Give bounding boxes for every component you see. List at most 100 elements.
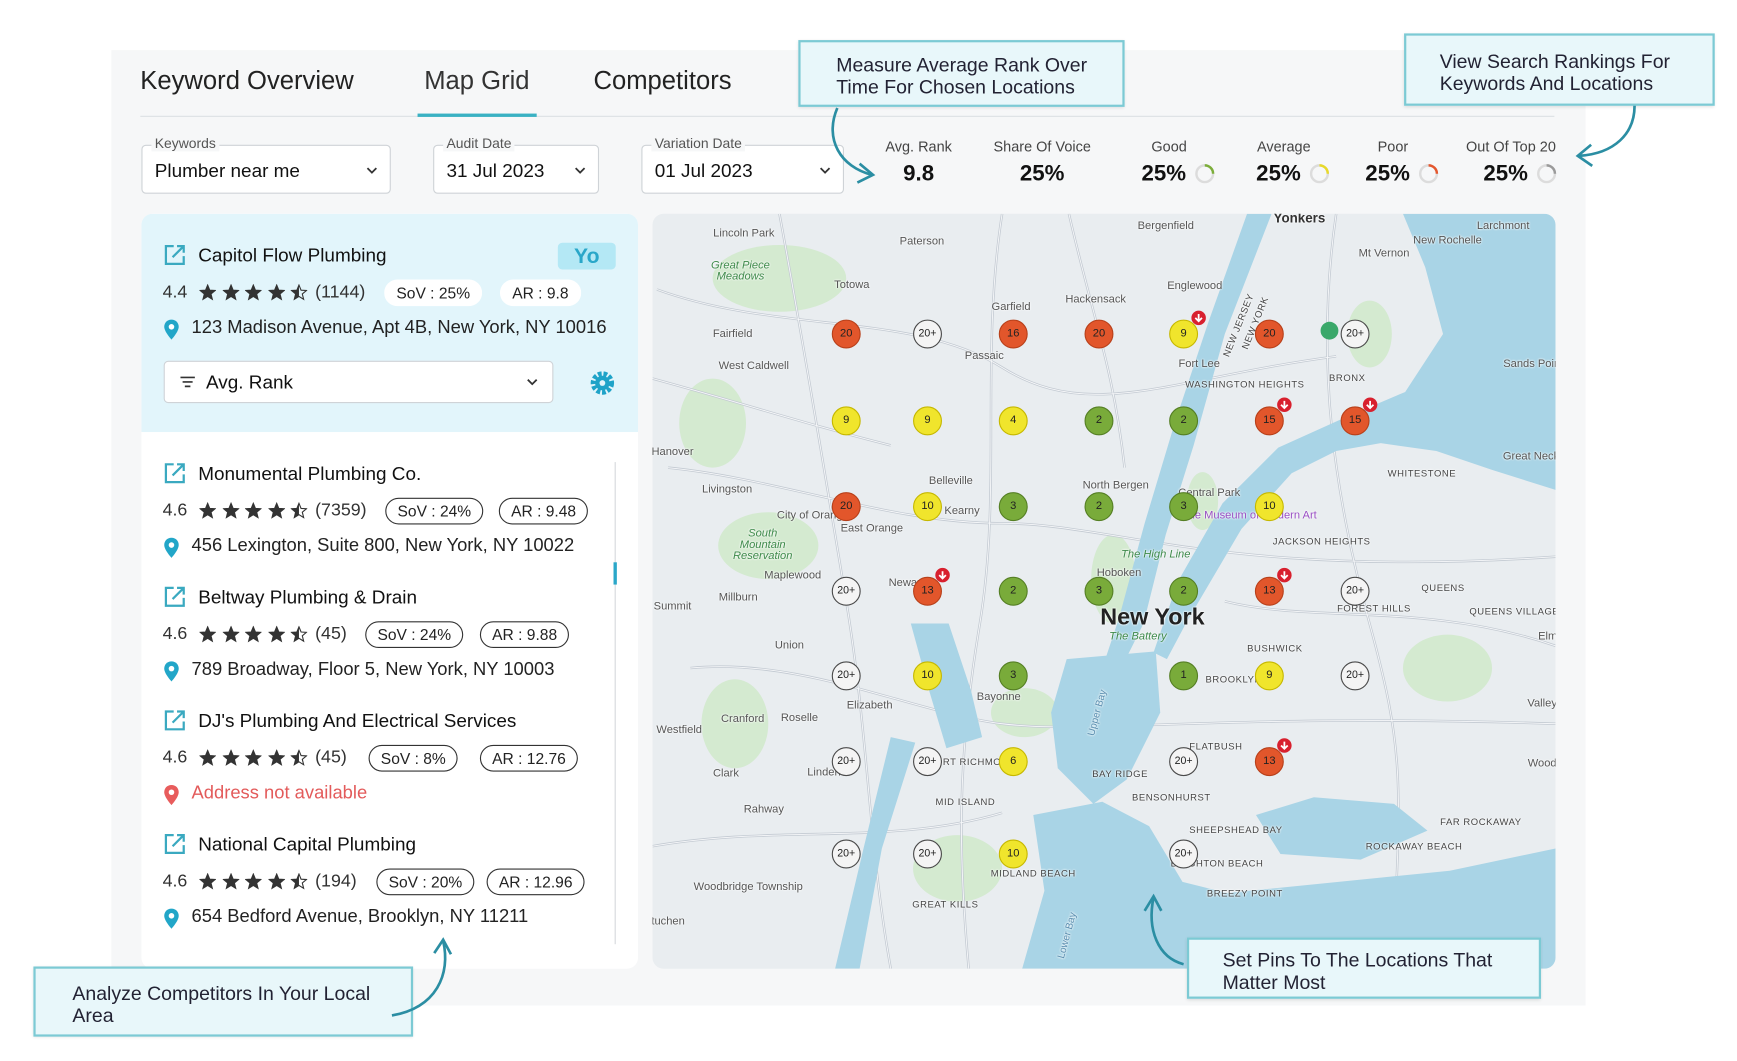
address: 456 Lexington, Suite 800, New York, NY 1…	[191, 535, 575, 556]
ar-pill: AR : 12.96	[486, 868, 585, 896]
external-link-icon	[164, 463, 185, 484]
map-pin[interactable]: 13	[1254, 738, 1292, 777]
star-fill	[223, 750, 238, 765]
map-label: Larchmont	[1476, 219, 1530, 233]
map-pin[interactable]: 20+	[1340, 319, 1370, 349]
map-pin[interactable]: 10	[1254, 492, 1284, 522]
rating: 4.6	[162, 624, 188, 644]
map-pin[interactable]: 13	[913, 567, 950, 606]
star-outline	[199, 749, 217, 766]
star-fill	[245, 503, 261, 518]
map-pin[interactable]: 10	[913, 492, 942, 522]
map-label: FOREST HILLS	[1337, 602, 1411, 614]
map-label: QUEENS	[1421, 582, 1465, 594]
star	[290, 283, 308, 301]
address: 789 Broadway, Floor 5, New York, NY 1000…	[191, 659, 555, 680]
filter-select[interactable]: Variation Date 01 Jul 2023	[641, 135, 845, 194]
map-pin[interactable]: 20	[831, 319, 861, 349]
map-pin[interactable]: 9	[913, 406, 942, 436]
map-pin[interactable]: 2	[1084, 492, 1114, 522]
rank-drop-badge	[1277, 567, 1292, 583]
map-pin[interactable]: 20+	[913, 839, 942, 869]
map-pin[interactable]: 2	[1169, 406, 1199, 436]
map-pin[interactable]: 9	[1169, 310, 1206, 349]
map-pin[interactable]: 2	[998, 576, 1028, 606]
competitor-name: DJ's Plumbing And Electrical Services	[198, 710, 517, 732]
star	[222, 502, 239, 519]
ar-pill: AR : 12.76	[479, 744, 579, 772]
icon	[164, 833, 185, 855]
map-pin[interactable]: 3	[1084, 576, 1114, 606]
map-pin[interactable]: 2	[1084, 406, 1114, 436]
map-pin[interactable]: 15	[1254, 397, 1292, 436]
settings-icon[interactable]	[589, 370, 616, 397]
tab[interactable]: Map Grid	[424, 65, 530, 95]
map-pin[interactable]: 20+	[831, 839, 861, 869]
icon	[164, 244, 185, 266]
down-arrow	[938, 571, 947, 580]
star-outline	[267, 872, 285, 890]
map-pin[interactable]: 20+	[913, 747, 942, 777]
stat-label: Out Of Top 20	[1466, 138, 1556, 155]
location-icon	[164, 908, 179, 929]
map-pin[interactable]: 10	[913, 661, 942, 691]
map-pin[interactable]: 9	[1254, 661, 1284, 691]
star-outline	[267, 625, 285, 643]
ar-pill: AR : 9.8	[499, 279, 581, 307]
star-fill	[223, 874, 238, 889]
map-pin[interactable]: 20+	[1340, 576, 1370, 606]
map-pin[interactable]: 3	[998, 661, 1028, 691]
chevron	[527, 379, 538, 386]
map-label: PORT RICHMOND	[928, 756, 1016, 768]
map-pin[interactable]: 1	[1169, 661, 1199, 691]
map-pin[interactable]: 20+	[831, 576, 861, 606]
map-pin[interactable]: 3	[998, 492, 1028, 522]
star-fill	[223, 503, 238, 518]
map-pin[interactable]: 20+	[1340, 661, 1370, 691]
map-label: BAY RIDGE	[1092, 768, 1148, 780]
map-label: Elm	[1538, 630, 1556, 644]
map-pin[interactable]: 4	[998, 406, 1028, 436]
scroll-thumb[interactable]	[613, 562, 617, 585]
map-pin[interactable]: 15	[1340, 397, 1378, 436]
map-pin[interactable]: 9	[831, 406, 861, 436]
map-pin[interactable]: 20+	[1169, 747, 1199, 777]
progress-ring	[1537, 164, 1557, 184]
tab[interactable]: Keyword Overview	[140, 65, 354, 95]
arrow	[1366, 400, 1375, 410]
filter-select[interactable]: Keywords Plumber near me	[141, 135, 391, 194]
star	[267, 502, 285, 519]
map-pin[interactable]: 20	[1084, 319, 1114, 349]
star-fill	[245, 285, 261, 300]
icon	[164, 537, 179, 558]
tab[interactable]: Competitors	[593, 65, 732, 95]
map-pin[interactable]: 20+	[831, 747, 861, 777]
icon	[164, 586, 185, 607]
map-pin[interactable]: 16	[998, 319, 1028, 349]
map-label: Fairfield	[712, 327, 753, 341]
progress-ring	[1418, 164, 1439, 184]
map-label: Hanover	[652, 445, 694, 459]
map-pin[interactable]: 13	[1254, 567, 1292, 606]
map-pin[interactable]: 20+	[831, 661, 861, 691]
sov-pill: SoV : 24%	[385, 497, 484, 525]
map-pin[interactable]: 6	[998, 747, 1028, 777]
map-pin[interactable]: 2	[1169, 576, 1199, 606]
metric-select[interactable]: Avg. Rank	[163, 360, 554, 404]
star-outline	[244, 749, 262, 766]
map-pin[interactable]: 3	[1169, 492, 1199, 522]
road-inner	[652, 812, 1003, 847]
map-pin[interactable]: 20+	[913, 319, 942, 349]
map-pin[interactable]: 20+	[1169, 839, 1199, 869]
map-label: Yonkers	[1273, 213, 1326, 227]
callout: Set Pins To The Locations That Matter Mos…	[1186, 937, 1542, 999]
filter-select[interactable]: Audit Date 31 Jul 2023	[433, 135, 600, 194]
map-pin[interactable]: 20	[1254, 319, 1284, 349]
icon-dot	[168, 542, 175, 548]
map-label: Cranford	[721, 713, 765, 726]
arrow	[1280, 400, 1289, 410]
competitor-name: National Capital Plumbing	[198, 833, 416, 856]
map-pin[interactable]: 20	[831, 492, 861, 522]
map-pin[interactable]: 10	[998, 839, 1028, 869]
map: Lincoln Park Paterson Great Piece Meadows T…	[652, 213, 1556, 969]
